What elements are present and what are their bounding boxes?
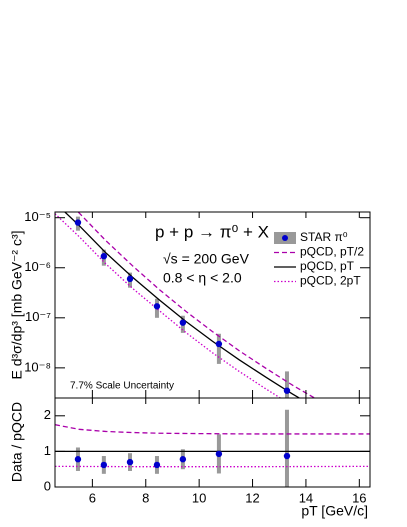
legend-label: pQCD, pT xyxy=(300,259,355,273)
x-tick-label: 10 xyxy=(192,490,206,505)
y-tick-label: 10⁻⁵ xyxy=(24,209,51,224)
data-point xyxy=(100,253,108,260)
y-tick-label: 10⁻⁸ xyxy=(24,359,51,374)
ratio-axis-label: Data / pQCD xyxy=(9,402,25,482)
data-point xyxy=(153,303,161,310)
frame xyxy=(54,397,371,488)
data-point xyxy=(126,275,134,283)
energy-label: √s = 200 GeV xyxy=(163,251,250,267)
x-tick-label: 16 xyxy=(352,490,366,505)
data-point xyxy=(74,456,82,463)
legend-label: pQCD, pT/2 xyxy=(300,245,364,259)
y-tick-label: 0 xyxy=(44,478,51,493)
data-point xyxy=(153,461,161,469)
x-tick-label: 8 xyxy=(142,490,149,505)
scale-uncertainty: 7.7% Scale Uncertainty xyxy=(70,381,174,392)
legend-marker xyxy=(282,235,288,241)
x-tick-label: 6 xyxy=(89,490,96,505)
data-point xyxy=(283,387,291,394)
plot-area xyxy=(55,409,370,487)
y-axis-label: E d³σ/dp³ [mb GeV⁻² c³] xyxy=(9,230,25,379)
reaction-label: p + p → π⁰ + X xyxy=(155,222,269,241)
x-tick-label: 14 xyxy=(299,490,313,505)
data-point xyxy=(179,456,187,463)
eta-label: 0.8 < η < 2.0 xyxy=(163,270,242,286)
data-point xyxy=(74,219,82,226)
plot-area xyxy=(55,212,316,398)
y-tick-label: 2 xyxy=(44,407,51,422)
data-point xyxy=(215,450,223,458)
x-axis-label: pT [GeV/c] xyxy=(301,503,368,519)
data-point xyxy=(283,452,291,460)
theory-curve xyxy=(77,212,316,398)
y-tick-label: 10⁻⁷ xyxy=(25,309,51,324)
data-point xyxy=(100,461,108,469)
data-point xyxy=(126,458,134,466)
data-point xyxy=(179,319,187,326)
legend-label: STAR π⁰ xyxy=(300,230,348,244)
y-tick-label: 10⁻⁶ xyxy=(24,259,51,274)
theory-curve xyxy=(55,424,370,435)
data-point xyxy=(215,340,223,348)
y-tick-label: 1 xyxy=(44,443,51,458)
x-tick-label: 12 xyxy=(245,490,259,505)
theory-curve xyxy=(63,212,301,398)
legend-label: pQCD, 2pT xyxy=(300,274,361,288)
